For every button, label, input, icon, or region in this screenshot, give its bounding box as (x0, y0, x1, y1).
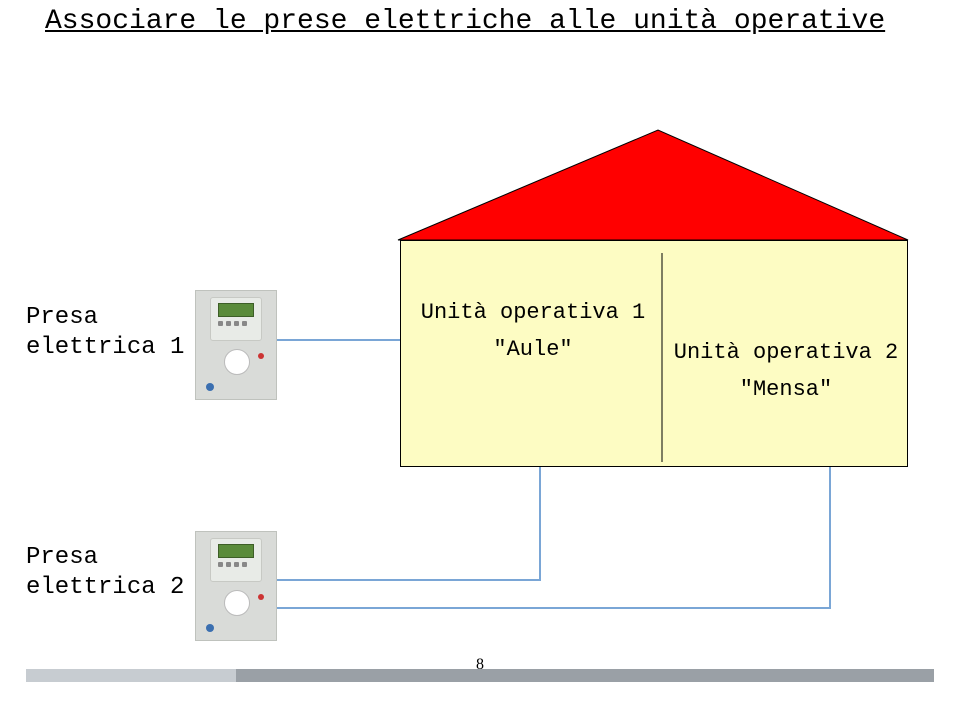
room1-name: "Aule" (410, 337, 656, 362)
footer-accent (26, 669, 236, 682)
room2-title: Unità operativa 2 (670, 340, 902, 365)
room2-name: "Mensa" (670, 377, 902, 402)
page-number: 8 (466, 656, 494, 674)
electric-meter-1 (195, 290, 277, 400)
room1-title: Unità operativa 1 (410, 300, 656, 325)
electric-meter-2 (195, 531, 277, 641)
room2-labels: Unità operativa 2 "Mensa" (670, 340, 902, 402)
page-title: Associare le prese elettriche alle unità… (45, 6, 885, 37)
presa2-label: Presa elettrica 2 (26, 543, 184, 603)
wire-presa2-room1 (275, 467, 540, 580)
presa1-label: Presa elettrica 1 (26, 303, 184, 363)
presa1-label-line2: elettrica 1 (26, 333, 184, 363)
building-roof (398, 130, 908, 240)
presa2-label-line2: elettrica 2 (26, 573, 184, 603)
presa1-label-line1: Presa (26, 303, 184, 333)
presa2-label-line1: Presa (26, 543, 184, 573)
wire-presa2-room2 (275, 467, 830, 608)
room1-labels: Unità operativa 1 "Aule" (410, 300, 656, 362)
